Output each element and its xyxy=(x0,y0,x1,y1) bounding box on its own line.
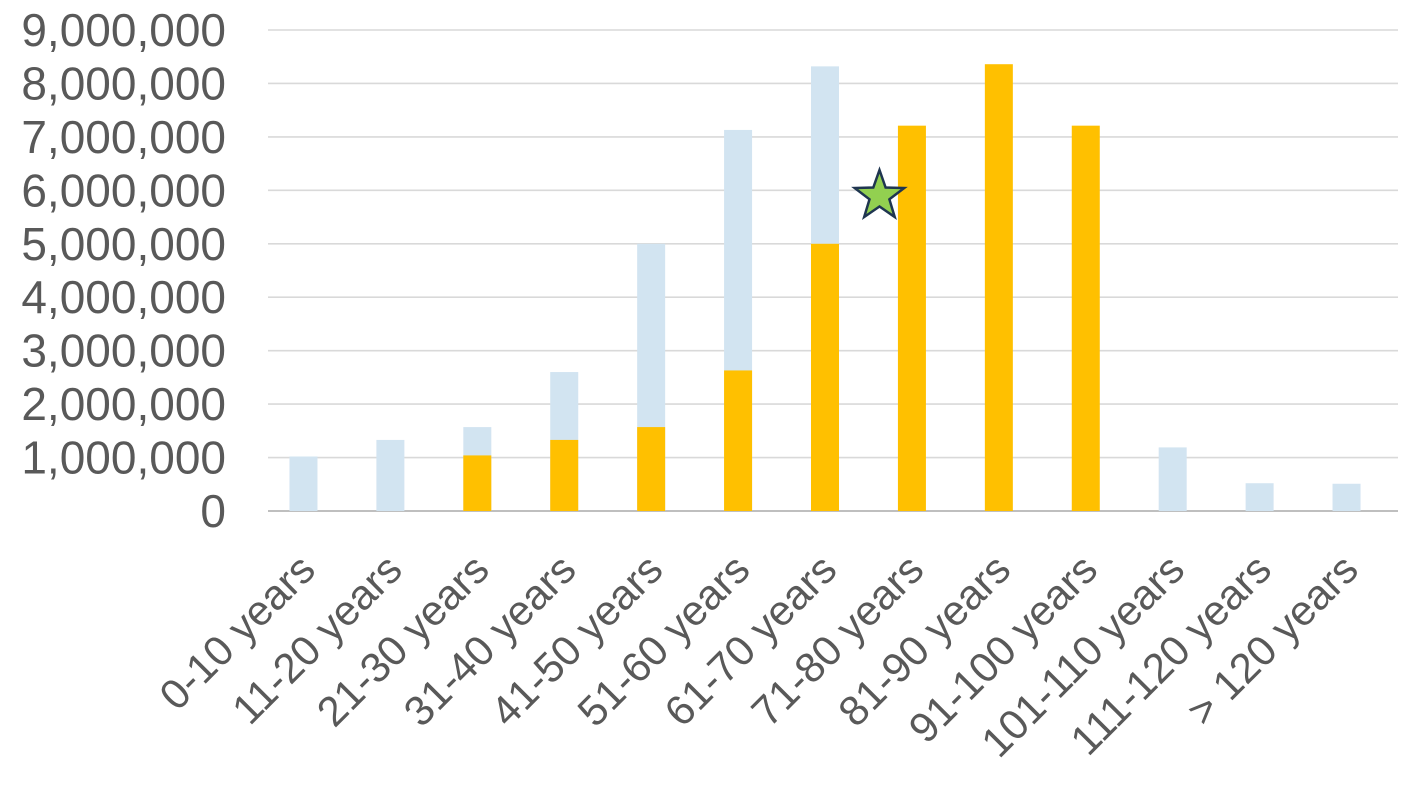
light-blue-bar xyxy=(1245,483,1274,511)
y-tick-label: 6,000,000 xyxy=(21,164,226,216)
light-blue-bar xyxy=(1158,447,1187,511)
y-tick-label: 7,000,000 xyxy=(21,111,226,163)
gold-bar xyxy=(984,64,1013,512)
y-tick-label: 0 xyxy=(200,485,226,537)
gold-bar xyxy=(463,455,492,511)
star-icon xyxy=(851,166,908,221)
y-tick-label: 1,000,000 xyxy=(21,432,226,484)
y-axis-ticks: 01,000,0002,000,0003,000,0004,000,0005,0… xyxy=(21,4,226,537)
gold-bar xyxy=(637,427,666,511)
light-blue-bar xyxy=(376,439,405,511)
y-tick-label: 2,000,000 xyxy=(21,378,226,430)
marker-layer xyxy=(851,166,908,221)
gold-bar xyxy=(1071,125,1100,511)
light-blue-bar xyxy=(1332,483,1361,511)
gold-bar xyxy=(811,243,839,511)
gold-bar xyxy=(724,370,753,511)
light-blue-bar xyxy=(289,456,318,511)
y-tick-label: 9,000,000 xyxy=(21,4,226,56)
gold-bar xyxy=(550,439,579,511)
y-tick-label: 4,000,000 xyxy=(21,271,226,323)
gold-series xyxy=(463,64,1100,512)
y-tick-label: 8,000,000 xyxy=(21,57,226,109)
y-tick-label: 3,000,000 xyxy=(21,325,226,377)
gold-bar xyxy=(897,125,926,511)
y-tick-label: 5,000,000 xyxy=(21,218,226,270)
